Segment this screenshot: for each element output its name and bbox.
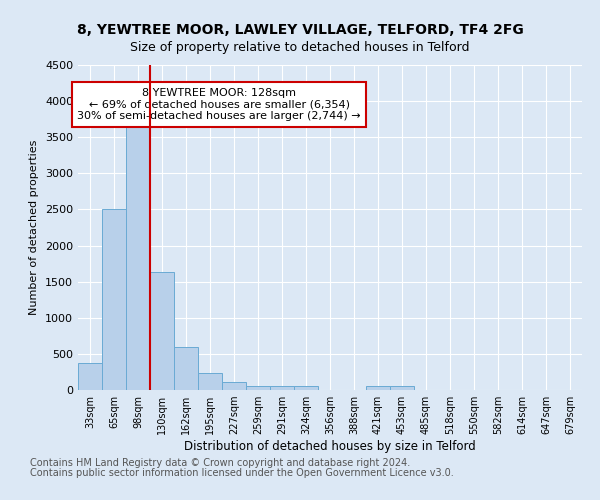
Bar <box>294 386 318 390</box>
Bar <box>366 386 390 390</box>
Bar <box>390 386 414 390</box>
Text: 8 YEWTREE MOOR: 128sqm
← 69% of detached houses are smaller (6,354)
30% of semi-: 8 YEWTREE MOOR: 128sqm ← 69% of detached… <box>77 88 361 121</box>
Bar <box>78 362 102 390</box>
Bar <box>198 372 222 390</box>
Text: Size of property relative to detached houses in Telford: Size of property relative to detached ho… <box>130 41 470 54</box>
Bar <box>222 382 246 390</box>
Text: Contains HM Land Registry data © Crown copyright and database right 2024.: Contains HM Land Registry data © Crown c… <box>30 458 410 468</box>
Text: Contains public sector information licensed under the Open Government Licence v3: Contains public sector information licen… <box>30 468 454 478</box>
Bar <box>102 210 126 390</box>
Text: 8, YEWTREE MOOR, LAWLEY VILLAGE, TELFORD, TF4 2FG: 8, YEWTREE MOOR, LAWLEY VILLAGE, TELFORD… <box>77 22 523 36</box>
Bar <box>270 386 294 390</box>
Y-axis label: Number of detached properties: Number of detached properties <box>29 140 40 315</box>
X-axis label: Distribution of detached houses by size in Telford: Distribution of detached houses by size … <box>184 440 476 453</box>
Bar <box>126 119 150 390</box>
Bar <box>246 386 270 390</box>
Bar <box>150 272 174 390</box>
Bar <box>174 346 198 390</box>
